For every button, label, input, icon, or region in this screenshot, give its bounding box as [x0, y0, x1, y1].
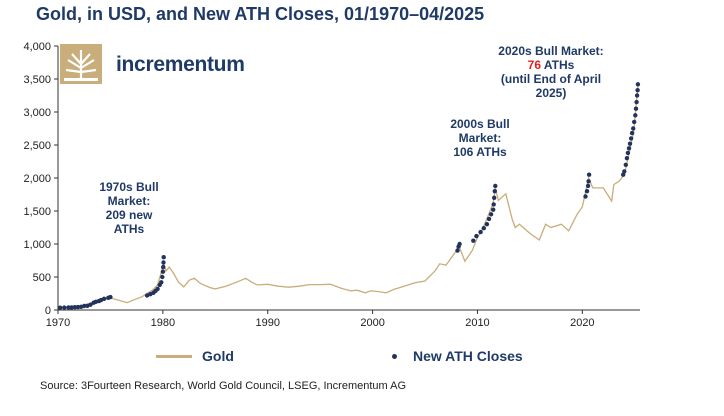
ath-point: [72, 305, 78, 310]
ath-point: [632, 119, 637, 125]
y-tick-label: 1,500: [23, 206, 51, 218]
x-tick-label: 1990: [255, 317, 279, 329]
legend-item-gold: Gold: [156, 348, 234, 364]
x-axis: 1970 1980 1990 2000 2010 2020: [46, 310, 595, 329]
ath-point: [492, 195, 497, 200]
legend-dot-swatch: [392, 353, 397, 359]
chart-title: Gold, in USD, and New ATH Closes, 01/197…: [36, 4, 485, 24]
ath-point: [161, 255, 166, 260]
y-tick-label: 500: [33, 272, 51, 284]
ath-point: [633, 106, 639, 111]
y-axis: 0 500 1,000 1,500 2,000 2,500 3,000 3,500 4,000: [23, 41, 58, 317]
ath-point: [491, 202, 496, 207]
annotation-1970s: 1970s Bull Market: 209 new ATHs: [99, 180, 159, 236]
ath-point: [635, 88, 640, 93]
brand-logo-text: incrementum: [116, 53, 245, 76]
ath-point: [159, 280, 164, 285]
y-tick-label: 3,000: [23, 107, 51, 119]
ath-point: [635, 82, 641, 87]
legend-line-swatch: [156, 354, 192, 358]
ath-point: [488, 212, 494, 217]
ath-point: [155, 286, 160, 292]
ath-point: [161, 260, 166, 265]
ath-point: [621, 172, 626, 177]
x-tick-label: 2020: [570, 317, 594, 329]
ath-point: [161, 264, 166, 270]
y-tick-label: 2,000: [23, 173, 51, 185]
tree-logo-icon: [60, 44, 102, 84]
y-tick-label: 1,000: [23, 239, 51, 251]
legend: Gold New ATH Closes: [0, 348, 724, 368]
ath-point: [478, 229, 483, 235]
ath-point: [486, 216, 492, 222]
x-tick-label: 2010: [465, 317, 489, 329]
ath-point: [623, 162, 628, 167]
legend-item-ath: New ATH Closes: [392, 348, 523, 364]
ath-point: [57, 305, 63, 310]
y-tick-label: 4,000: [23, 41, 51, 53]
ath-point: [626, 146, 632, 151]
ath-point: [481, 226, 486, 231]
annotation-2020s: 2020s Bull Market: 76 ATHs (until End of…: [498, 44, 604, 100]
annotation-2000s: 2000s Bull Market: 106 ATHs: [450, 117, 510, 159]
x-tick-label: 1980: [151, 317, 175, 329]
ath-point: [160, 269, 166, 274]
ath-point: [627, 141, 633, 146]
ath-point: [88, 302, 93, 307]
ath-point: [584, 189, 590, 194]
ath-point: [484, 222, 490, 227]
source-note: Source: 3Fourteen Research, World Gold C…: [40, 380, 407, 392]
ath-point: [108, 294, 113, 300]
ath-point: [69, 305, 74, 310]
ath-point: [66, 305, 71, 310]
ath-point: [101, 296, 107, 301]
ath-point: [62, 305, 67, 310]
ath-point: [634, 99, 639, 105]
ath-point: [75, 304, 81, 310]
ath-point: [457, 241, 462, 247]
ath-point: [583, 194, 588, 199]
ath-point: [624, 156, 630, 161]
ath-point: [82, 303, 87, 309]
ath-series: [57, 82, 641, 310]
ath-point: [471, 238, 476, 243]
ath-point: [585, 183, 591, 189]
ath-point: [160, 274, 165, 280]
ath-point: [622, 169, 627, 174]
y-tick-label: 2,500: [23, 140, 51, 152]
ath-point: [493, 183, 498, 189]
ath-point: [628, 136, 634, 141]
ath-point: [633, 113, 638, 118]
y-tick-label: 0: [45, 305, 51, 317]
ath-count-highlight: 76: [527, 58, 541, 72]
ath-point: [492, 189, 497, 194]
ath-point: [586, 172, 592, 177]
ath-point: [474, 233, 479, 239]
ath-point: [629, 130, 635, 136]
ath-point: [634, 93, 640, 98]
x-tick-label: 1970: [46, 317, 70, 329]
ath-point: [455, 248, 460, 253]
ath-point: [491, 207, 496, 212]
ath-point: [625, 150, 631, 156]
ath-point: [631, 126, 636, 131]
x-tick-label: 2000: [360, 317, 384, 329]
y-tick-label: 3,500: [23, 74, 51, 86]
ath-point: [586, 179, 591, 184]
